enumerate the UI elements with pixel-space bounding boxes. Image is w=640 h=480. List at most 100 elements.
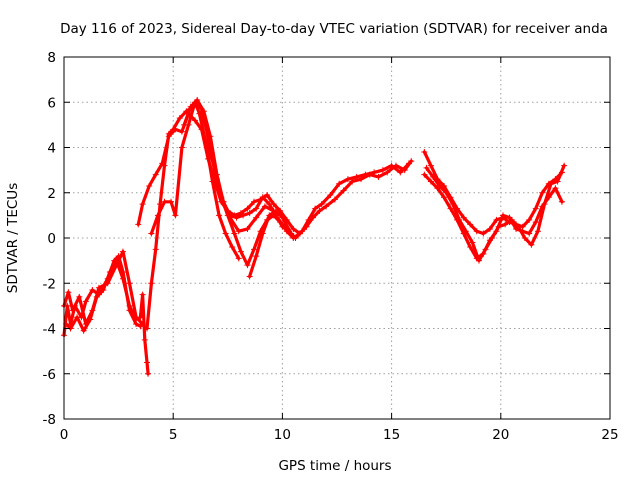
data-point [152, 171, 159, 178]
data-point [257, 196, 264, 203]
data-point [211, 167, 218, 174]
data-point [244, 225, 251, 232]
data-point [541, 201, 548, 208]
data-point [316, 207, 323, 214]
data-point [427, 162, 434, 169]
data-point [113, 257, 120, 264]
data-point [288, 230, 295, 237]
data-point [397, 169, 404, 176]
data-point [430, 173, 437, 180]
y-tick-label: 8 [47, 50, 56, 66]
data-point [165, 133, 172, 140]
data-point [358, 176, 365, 183]
y-tick-label: -6 [43, 367, 56, 383]
data-point [139, 291, 146, 298]
data-point [251, 198, 258, 205]
data-point [261, 203, 268, 210]
data-point [456, 216, 463, 223]
data-point [482, 246, 489, 253]
data-point [74, 314, 81, 321]
data-point [495, 223, 502, 230]
data-point [172, 212, 179, 219]
data-point [277, 219, 284, 226]
data-point [401, 167, 408, 174]
data-point [87, 316, 94, 323]
axis-ticks: 0 5 10 15 20 25 -8 -6 -4 -2 0 2 4 6 8 [43, 50, 619, 443]
data-point [441, 194, 448, 201]
data-point [143, 325, 150, 332]
data-point [423, 164, 430, 171]
data-point [100, 287, 107, 294]
data-point [253, 253, 260, 260]
data-point [222, 230, 229, 237]
data-point [244, 262, 251, 269]
chart-title: Day 116 of 2023, Sidereal Day-to-day VTE… [60, 21, 608, 37]
series-trace [62, 254, 142, 337]
data-point [296, 230, 303, 237]
data-point [467, 221, 474, 228]
data-point [187, 103, 194, 110]
data-point [141, 336, 148, 343]
x-tick-label: 10 [274, 427, 291, 443]
data-point [95, 284, 102, 291]
data-point [251, 246, 258, 253]
data-point [486, 225, 493, 232]
data-point [244, 205, 251, 212]
x-tick-label: 5 [169, 427, 178, 443]
data-point [436, 182, 443, 189]
data-point [133, 316, 140, 323]
data-point [312, 205, 319, 212]
series-trace-3 [63, 257, 140, 334]
data-point [148, 280, 155, 287]
data-point [392, 162, 399, 169]
data-point [143, 359, 150, 366]
data-point [168, 198, 175, 205]
data-point [421, 149, 428, 156]
data-point [467, 244, 474, 251]
data-point [303, 223, 310, 230]
data-point [80, 327, 87, 334]
y-tick-label: 6 [47, 95, 56, 111]
data-point [139, 201, 146, 208]
data-point [443, 189, 450, 196]
data-point [145, 370, 152, 377]
data-point [475, 257, 482, 264]
data-point [427, 178, 434, 185]
data-point [532, 219, 539, 226]
data-point [548, 180, 555, 187]
data-point [331, 196, 338, 203]
data-point [526, 216, 533, 223]
y-tick-label: 4 [47, 141, 56, 157]
data-point [526, 230, 533, 237]
data-point [253, 214, 260, 221]
series-trace-6 [135, 110, 415, 237]
data-point [462, 228, 469, 235]
data-point [561, 162, 568, 169]
x-tick-label: 0 [60, 427, 69, 443]
data-point [135, 221, 142, 228]
data-point [528, 241, 535, 248]
data-point [340, 187, 347, 194]
y-axis-label: SDTVAR / TECUs [5, 183, 21, 293]
data-point [209, 178, 216, 185]
data-point [231, 212, 238, 219]
data-point [154, 212, 161, 219]
y-tick-label: 0 [47, 231, 56, 247]
data-point [224, 212, 231, 219]
data-point [558, 198, 565, 205]
data-point [270, 201, 277, 208]
y-tick-label: -2 [43, 276, 56, 292]
x-tick-label: 20 [492, 427, 509, 443]
data-point [290, 225, 297, 232]
data-point [218, 194, 225, 201]
data-point [499, 212, 506, 219]
data-point [69, 307, 76, 314]
grid [64, 57, 610, 419]
x-tick-label: 25 [601, 427, 618, 443]
series-trace-13 [423, 162, 568, 264]
data-point [473, 228, 480, 235]
data-point [216, 212, 223, 219]
data-point [508, 216, 515, 223]
data-point [493, 216, 500, 223]
